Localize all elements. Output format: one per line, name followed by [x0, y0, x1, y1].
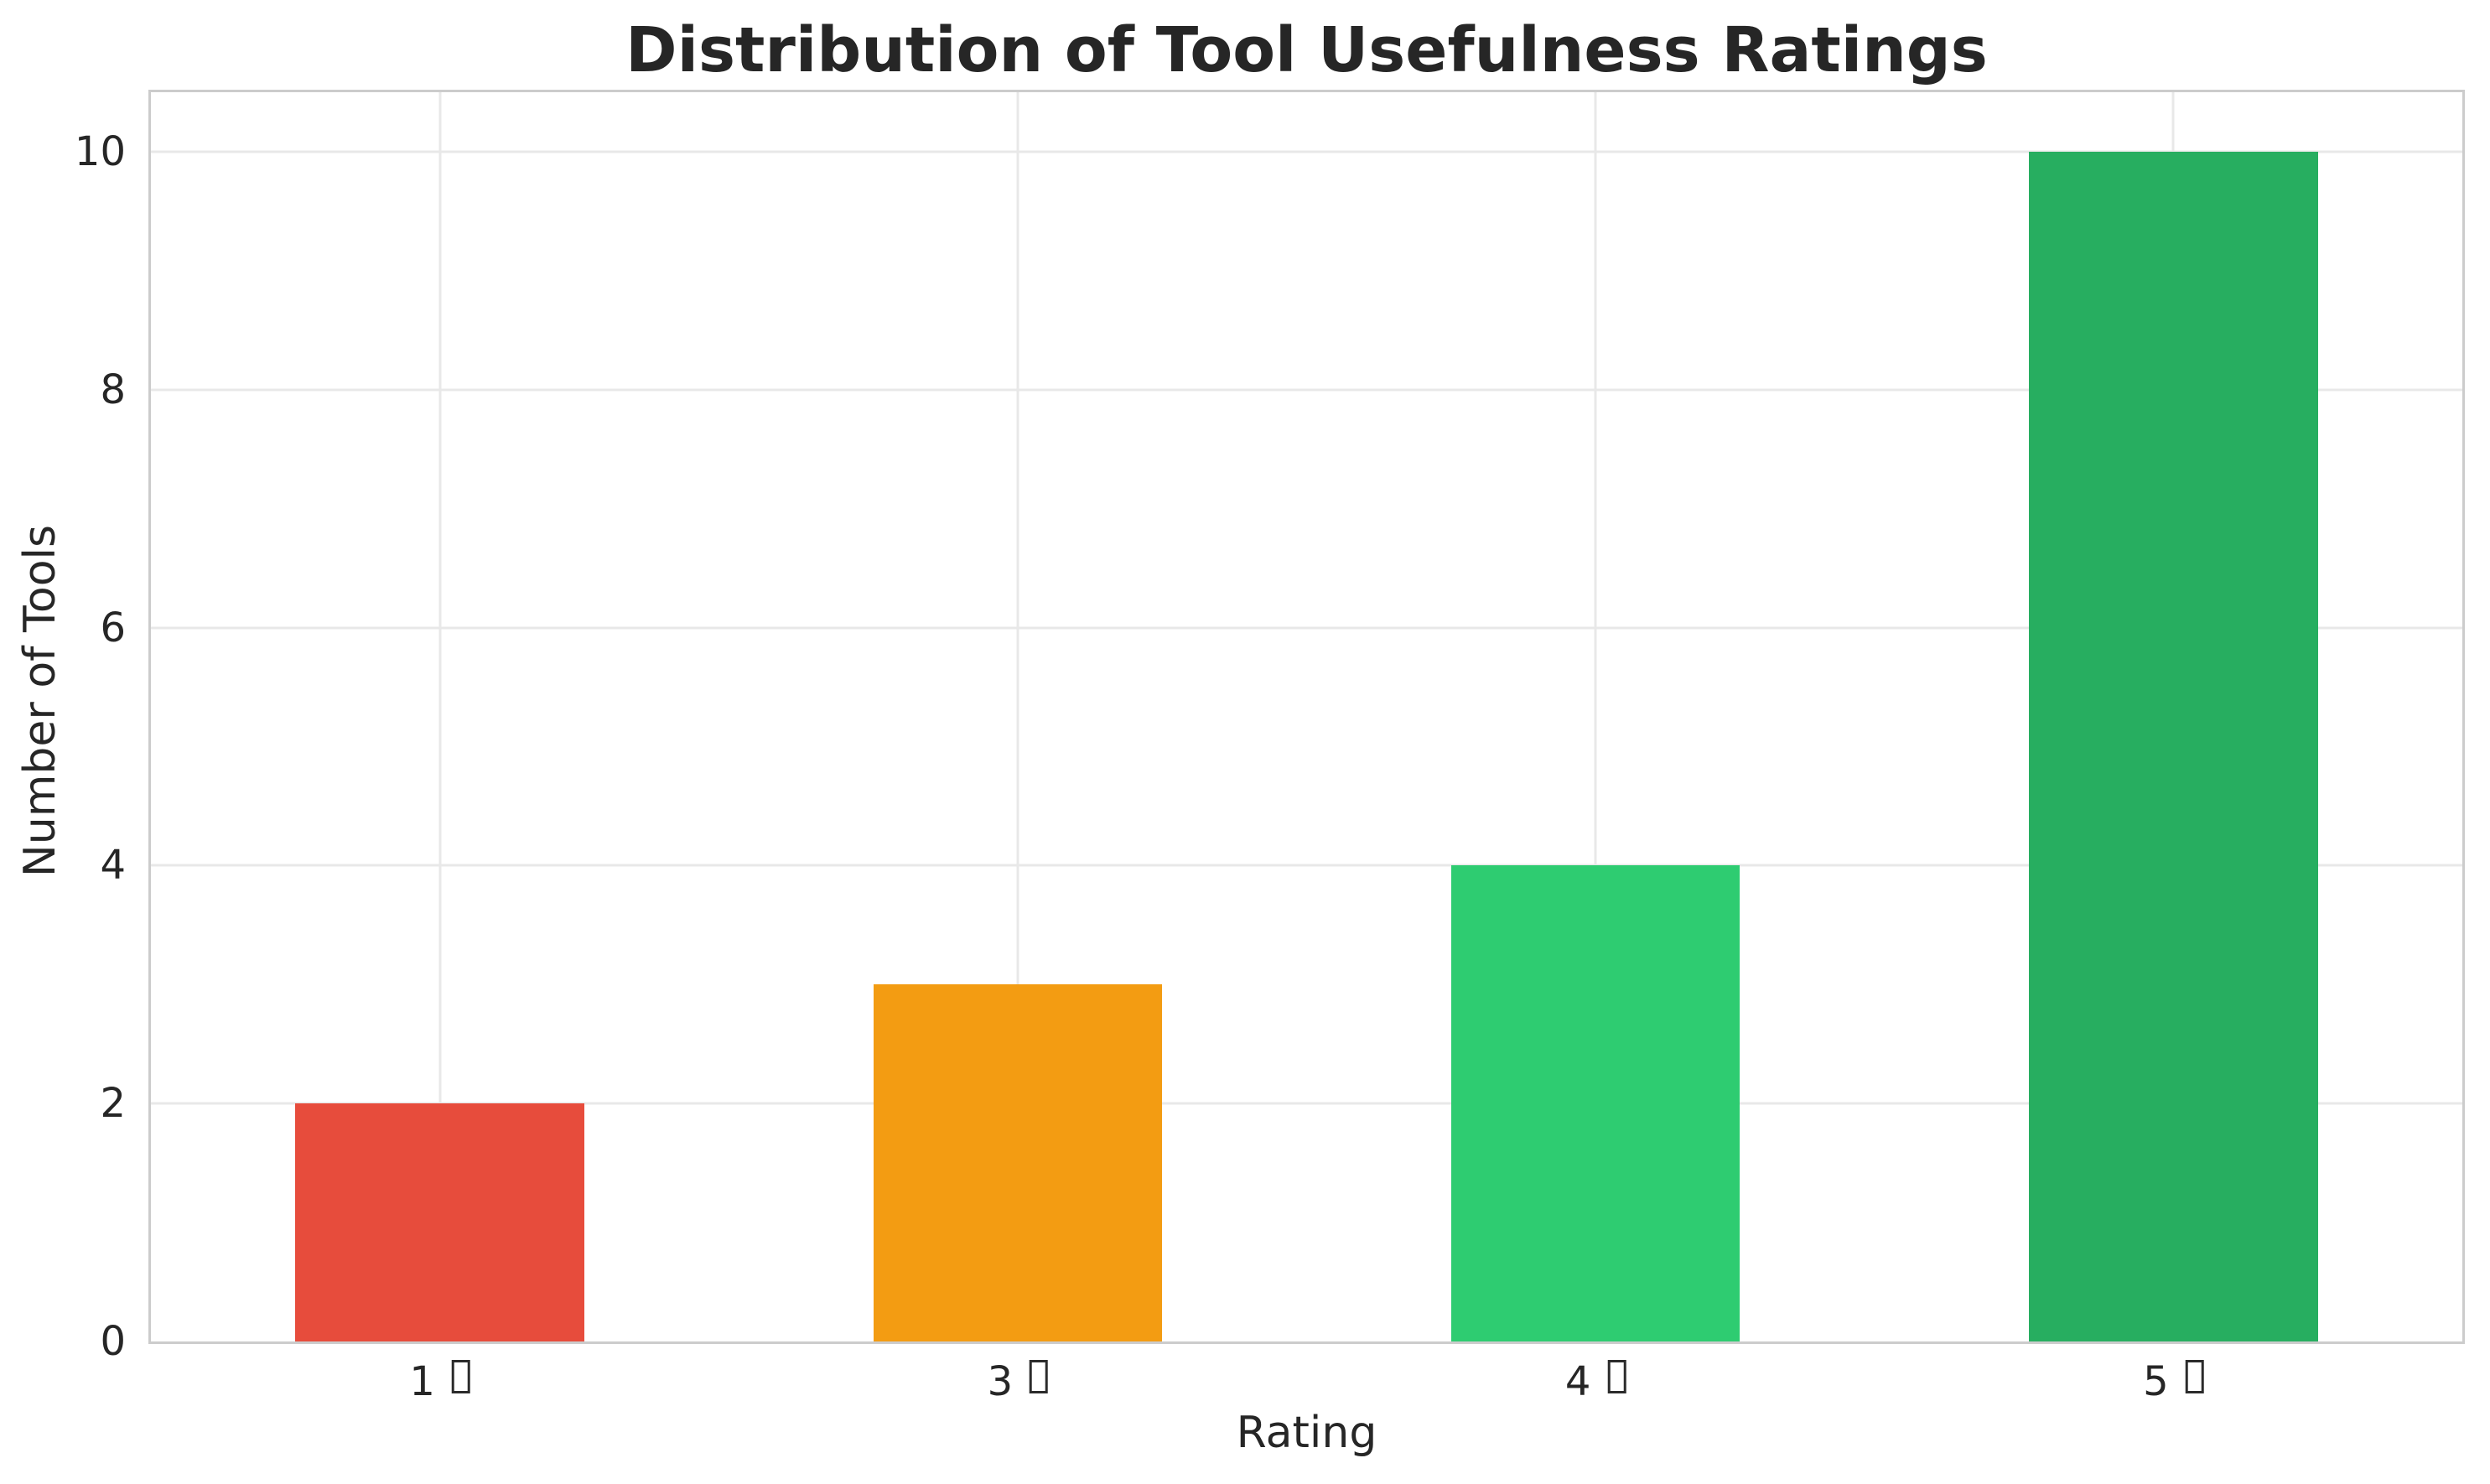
gridline-vertical-4 — [1594, 92, 1597, 1341]
gridline-horizontal-y2 — [151, 1102, 2462, 1105]
x-tick-label-1: 1 — [409, 1358, 470, 1405]
gridline-horizontal-y10 — [151, 150, 2462, 153]
y-tick-label-10: 10 — [74, 127, 126, 175]
bar-rating-4 — [1450, 865, 1740, 1341]
missing-glyph-box — [451, 1360, 470, 1393]
y-tick-label-0: 0 — [100, 1318, 126, 1365]
gridline-horizontal-y4 — [151, 864, 2462, 867]
x-tick-number: 1 — [409, 1358, 435, 1405]
x-tick-label-3: 3 — [987, 1358, 1049, 1405]
gridline-horizontal-y8 — [151, 388, 2462, 392]
y-tick-label-6: 6 — [100, 604, 126, 651]
missing-glyph-box — [1607, 1360, 1626, 1393]
gridline-horizontal-y6 — [151, 626, 2462, 630]
missing-glyph-box — [2185, 1360, 2204, 1393]
bar-rating-1 — [295, 1103, 584, 1341]
missing-glyph-box — [1030, 1360, 1049, 1393]
x-tick-label-4: 4 — [1564, 1358, 1626, 1405]
gridline-vertical-3 — [1016, 92, 1019, 1341]
x-axis-label: Rating — [1236, 1408, 1377, 1458]
bar-rating-5 — [2029, 151, 2318, 1341]
y-axis-label: Number of Tools — [15, 524, 65, 878]
plot-area: 0 2 4 6 8 10 1 3 4 5 — [75, 90, 2465, 1402]
gridline-vertical-1 — [438, 92, 442, 1341]
y-tick-label-8: 8 — [100, 366, 126, 413]
x-tick-number: 3 — [987, 1358, 1014, 1405]
x-tick-number: 4 — [1564, 1358, 1591, 1405]
x-tick-label-5: 5 — [2143, 1358, 2204, 1405]
y-tick-label-4: 4 — [100, 842, 126, 890]
y-tick-label-2: 2 — [100, 1080, 126, 1128]
bar-rating-3 — [873, 984, 1163, 1341]
x-tick-number: 5 — [2143, 1358, 2169, 1405]
chart-title: Distribution of Tool Usefulness Ratings — [625, 14, 1988, 86]
